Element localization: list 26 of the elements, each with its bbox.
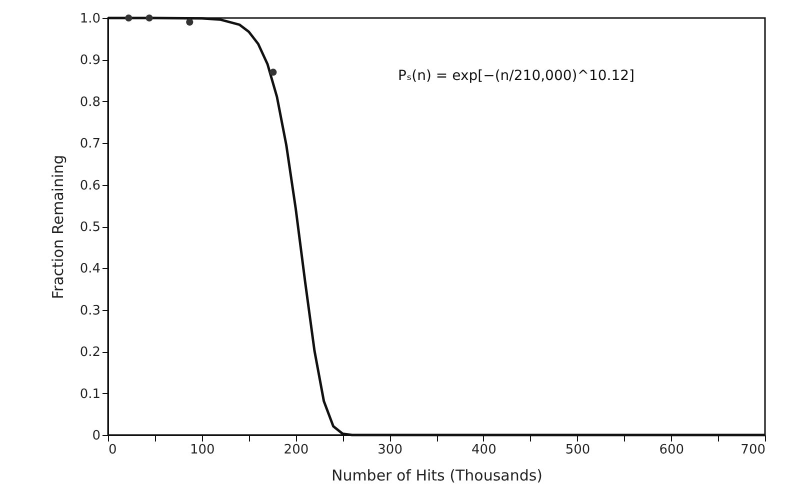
- y-tick-label: 0.7: [80, 136, 100, 152]
- x-tick-label: 200: [284, 442, 309, 458]
- y-tick-label: 0.1: [80, 386, 100, 402]
- annotation: Pₛ(n) = exp[−(n/210,000)^10.12]: [398, 68, 635, 84]
- y-axis-title: Fraction Remaining: [48, 154, 67, 300]
- point: [186, 18, 194, 26]
- x-tick-label: 300: [378, 442, 402, 458]
- y-tick-label: 0.3: [80, 303, 100, 318]
- x-tick-label: 400: [472, 442, 496, 458]
- x-tick-label: 500: [565, 442, 590, 458]
- x-tick-label: 700: [740, 442, 766, 458]
- x-axis-title: Number of Hits (Thousands): [331, 466, 543, 484]
- y-tick-label: 0.8: [80, 94, 100, 110]
- y-tick-label: 0.2: [80, 345, 100, 360]
- y-tick-label: 0.6: [80, 178, 100, 194]
- point: [125, 14, 132, 22]
- y-tick-label: 1.0: [80, 12, 100, 26]
- y-tick-label: 0.5: [80, 220, 100, 235]
- x-tick-label: 100: [190, 442, 215, 458]
- point: [146, 14, 153, 22]
- point: [270, 68, 277, 76]
- y-tick-label: 0: [92, 428, 100, 444]
- x-tick-label: 0: [108, 442, 117, 458]
- x-tick-label: 600: [659, 442, 684, 458]
- y-tick-label: 0.9: [80, 53, 100, 68]
- y-tick-label: 0.4: [80, 262, 100, 277]
